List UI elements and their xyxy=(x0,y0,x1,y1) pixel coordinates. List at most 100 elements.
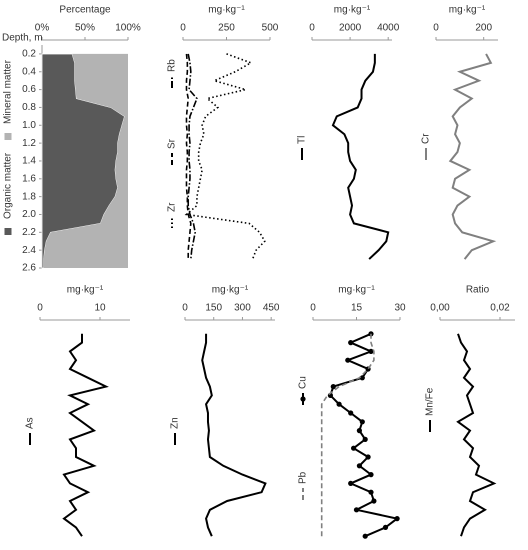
x-tick-label: 0 xyxy=(180,23,186,34)
marker xyxy=(359,375,365,381)
panel: mg·kg⁻¹ 0 150 300 450 Zn xyxy=(170,285,280,537)
x-tick-label: 15 xyxy=(351,303,363,314)
x-tick-label: 0 xyxy=(433,23,439,34)
marker xyxy=(348,480,354,486)
x-tick-label: 500 xyxy=(262,23,279,34)
x-tick-label: 0% xyxy=(35,23,50,34)
line xyxy=(448,53,497,260)
legend-label: Zr xyxy=(167,202,178,212)
panel: mg·kg⁻¹ 0 250 500 Rb Sr Zr xyxy=(167,5,279,260)
marker xyxy=(394,516,400,522)
y-tick-label: 1.0 xyxy=(22,120,36,131)
marker xyxy=(356,463,362,469)
panel-title: mg·kg⁻¹ xyxy=(67,285,104,296)
x-tick-label: 50% xyxy=(75,23,95,34)
marker xyxy=(356,428,362,434)
marker xyxy=(365,454,371,460)
line xyxy=(456,333,497,537)
marker xyxy=(362,533,368,539)
marker xyxy=(336,401,342,407)
y-tick-label: 1.8 xyxy=(22,191,36,202)
panel-title: mg·kg⁻¹ xyxy=(208,5,245,16)
x-tick-label: 0 xyxy=(309,23,315,34)
legend-swatch xyxy=(4,133,12,140)
y-tick-label: 1.2 xyxy=(22,138,36,149)
marker xyxy=(345,357,351,363)
marker xyxy=(353,507,360,513)
area xyxy=(43,53,128,268)
panel: mg·kg⁻¹ 0 200 Cr xyxy=(421,5,498,260)
y-tick-label: 0.2 xyxy=(22,49,36,60)
y-tick-label: 2.0 xyxy=(22,209,36,220)
line xyxy=(62,333,109,537)
marker xyxy=(371,498,377,504)
line xyxy=(185,53,192,260)
legend-label: Cu xyxy=(298,376,309,389)
line xyxy=(201,333,267,537)
panel: Percentage 0% 50% 100% Depth, m 0.2 0.4 0.6 0.8 1… xyxy=(2,5,141,274)
x-tick-label: 2000 xyxy=(339,23,362,34)
marker xyxy=(362,436,368,442)
line xyxy=(331,53,390,260)
x-tick-label: 100% xyxy=(115,23,141,34)
marker xyxy=(348,410,354,416)
panel: mg·kg⁻¹ 0 10 As xyxy=(25,285,130,537)
legend-label: Tl xyxy=(297,136,308,144)
x-tick-label: 0 xyxy=(182,303,188,314)
marker xyxy=(359,419,365,425)
panel-title: Ratio xyxy=(466,285,490,296)
marker xyxy=(368,489,374,495)
panel-title: mg·kg⁻¹ xyxy=(449,5,486,16)
legend-label: Pb xyxy=(298,471,309,484)
panel: Ratio 0,00 0,02 Mn/Fe xyxy=(425,285,515,537)
marker xyxy=(368,472,374,478)
x-tick-label: 450 xyxy=(263,303,280,314)
line xyxy=(187,53,198,260)
panel: mg·kg⁻¹ 0 2000 4000 Tl xyxy=(297,5,400,260)
line xyxy=(184,53,266,260)
y-tick-label: 0.6 xyxy=(22,84,36,95)
x-tick-label: 250 xyxy=(218,23,235,34)
legend-label: Cr xyxy=(421,133,432,144)
y-axis-label: Depth, m xyxy=(2,33,43,44)
x-tick-label: 10 xyxy=(94,303,106,314)
legend-label: Zn xyxy=(170,417,181,429)
legend-swatch xyxy=(4,228,12,235)
x-tick-label: 0 xyxy=(310,303,316,314)
line xyxy=(320,333,375,537)
marker xyxy=(351,445,357,451)
legend-marker xyxy=(300,396,306,402)
panel-title: mg·kg⁻¹ xyxy=(338,285,375,296)
x-tick-label: 300 xyxy=(234,303,251,314)
legend-label: Mn/Fe xyxy=(425,387,436,416)
y-tick-label: 0.4 xyxy=(22,66,36,77)
marker xyxy=(348,340,354,346)
y-tick-label: 2.4 xyxy=(22,245,36,256)
legend-label: Rb xyxy=(167,59,178,72)
y-tick-label: 1.4 xyxy=(22,156,36,167)
x-tick-label: 0,02 xyxy=(490,303,510,314)
legend-label: Mineral matter xyxy=(3,59,14,124)
panel-title: Percentage xyxy=(59,5,111,16)
panel-title: mg·kg⁻¹ xyxy=(334,5,371,16)
x-tick-label: 4000 xyxy=(377,23,400,34)
y-tick-label: 2.2 xyxy=(22,227,36,238)
x-tick-label: 30 xyxy=(394,303,406,314)
panel: mg·kg⁻¹ 0 15 30 Cu Pb xyxy=(298,285,406,539)
panel-title: mg·kg⁻¹ xyxy=(212,285,249,296)
marker xyxy=(382,524,389,531)
line xyxy=(329,332,400,538)
legend-label: As xyxy=(25,417,36,429)
x-tick-label: 150 xyxy=(205,303,222,314)
x-tick-label: 0,00 xyxy=(430,303,450,314)
marker xyxy=(368,348,374,354)
y-tick-label: 1.6 xyxy=(22,173,36,184)
y-tick-label: 2.6 xyxy=(22,263,36,274)
x-tick-label: 0 xyxy=(37,303,43,314)
legend-label: Organic matter xyxy=(3,152,14,219)
y-tick-label: 0.8 xyxy=(22,102,36,113)
legend-label: Sr xyxy=(167,138,178,149)
x-tick-label: 200 xyxy=(475,23,492,34)
marker xyxy=(330,384,336,390)
